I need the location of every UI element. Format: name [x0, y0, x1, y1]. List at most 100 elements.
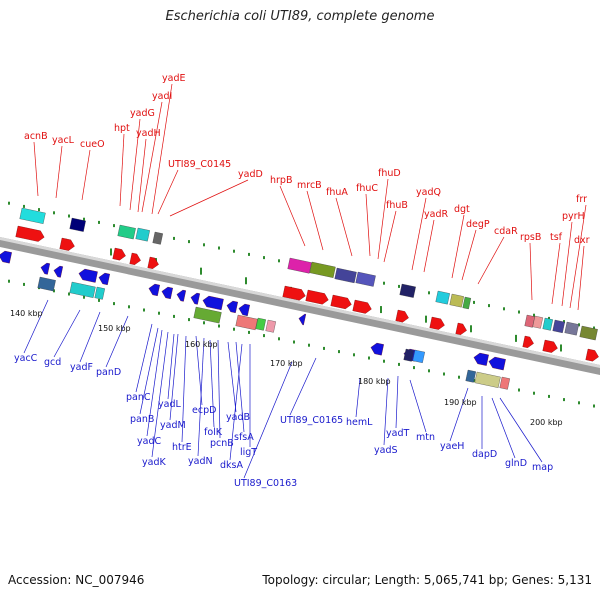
feature-block [94, 286, 106, 300]
reverse-gene-label: panD [96, 367, 121, 378]
forward-gene-arrow [59, 237, 75, 251]
feature-block [542, 317, 554, 331]
feature-block [564, 321, 579, 336]
leader-line [169, 333, 179, 421]
leader-line [411, 197, 427, 271]
forward-gene-arrow [112, 247, 126, 261]
leader-line [227, 341, 237, 413]
leader-line [129, 118, 141, 211]
leader-line [577, 245, 585, 311]
forward-gene-arrow [15, 225, 45, 242]
reverse-gene-label: hemL [346, 417, 373, 428]
feature-block [69, 217, 86, 232]
leader-line [235, 341, 245, 433]
reverse-gene-arrow [161, 286, 173, 300]
leader-line [81, 149, 91, 201]
minor-tick-bottom [413, 366, 415, 370]
major-tick [380, 306, 382, 314]
reverse-gene-arrow [53, 265, 64, 278]
leader-line [167, 333, 175, 400]
leader-line [151, 83, 173, 215]
leader-line [105, 315, 129, 368]
reverse-gene-arrow [238, 303, 250, 317]
minor-tick-top [98, 220, 100, 224]
leader-line [243, 361, 293, 479]
minor-tick-top [38, 208, 40, 212]
minor-tick-top [563, 320, 565, 324]
leader-line [139, 327, 159, 415]
reverse-gene-label: yadT [386, 428, 409, 439]
minor-tick-bottom [53, 289, 55, 293]
forward-gene-label: UTI89_C0145 [168, 159, 231, 170]
leader-line [23, 299, 49, 354]
leader-line [395, 375, 399, 429]
reverse-gene-arrow [473, 352, 489, 366]
forward-gene-label: cdaR [494, 226, 518, 237]
minor-tick-bottom [98, 298, 100, 302]
forward-gene-label: yadH [136, 128, 161, 139]
reverse-gene-label: glnD [505, 458, 527, 469]
leader-line [55, 145, 63, 199]
reverse-gene-label: yaeH [440, 441, 464, 452]
minor-tick-top [383, 281, 385, 285]
forward-gene-label: yadG [130, 108, 155, 119]
forward-gene-label: yadE [162, 73, 185, 84]
minor-tick-bottom [293, 340, 295, 344]
leader-line [335, 197, 353, 257]
forward-gene-label: hpt [114, 123, 130, 134]
leader-line [229, 343, 243, 461]
leader-line [157, 169, 179, 215]
reverse-gene-label: yadC [137, 436, 161, 447]
major-tick [110, 248, 112, 256]
minor-tick-top [113, 224, 115, 228]
minor-tick-bottom [323, 346, 325, 350]
feature-block [235, 314, 258, 331]
minor-tick-bottom [308, 343, 310, 347]
forward-gene-label: tsf [550, 232, 563, 243]
feature-block [552, 319, 565, 334]
feature-block [399, 283, 416, 298]
forward-gene-arrow [455, 322, 467, 335]
reverse-gene-arrow [148, 283, 160, 297]
forward-gene-arrow [305, 289, 329, 305]
leader-line [181, 335, 187, 443]
leader-line [355, 377, 361, 418]
leader-line [499, 397, 543, 463]
leader-line [461, 229, 477, 281]
feature-block [287, 257, 312, 274]
forward-gene-arrow [542, 339, 558, 353]
forward-gene-label: rpsB [520, 232, 541, 243]
minor-tick-bottom [8, 279, 10, 283]
feature-block [19, 207, 46, 224]
forward-gene-label: yadR [424, 209, 448, 220]
minor-tick-bottom [338, 350, 340, 354]
minor-tick-top [503, 307, 505, 311]
reverse-gene-label: yadF [70, 362, 93, 373]
minor-tick-top [533, 313, 535, 317]
minor-tick-top [83, 217, 85, 221]
minor-tick-bottom [578, 401, 580, 405]
minor-tick-bottom [443, 372, 445, 376]
feature-block [474, 371, 501, 388]
genome-backbone [0, 237, 600, 375]
minor-tick-bottom [548, 394, 550, 398]
leader-line [141, 101, 163, 213]
major-tick [470, 325, 472, 333]
forward-gene-label: dgt [454, 204, 470, 215]
forward-gene-arrow [330, 294, 352, 310]
reverse-gene-arrow [40, 262, 51, 275]
forward-gene-arrow [395, 309, 409, 323]
forward-gene-label: yacL [52, 135, 75, 146]
minor-tick-top [68, 214, 70, 218]
major-tick [200, 267, 202, 275]
minor-tick-top [8, 201, 10, 205]
minor-tick-top [263, 256, 265, 260]
minor-tick-bottom [218, 324, 220, 328]
reverse-gene-arrow [190, 292, 201, 305]
leader-line [365, 193, 371, 257]
minor-tick-top [23, 204, 25, 208]
leader-line [306, 190, 324, 251]
reverse-gene-label: UTI89_C0165 [280, 415, 343, 426]
leader-line [383, 210, 397, 263]
minor-tick-top [203, 243, 205, 247]
